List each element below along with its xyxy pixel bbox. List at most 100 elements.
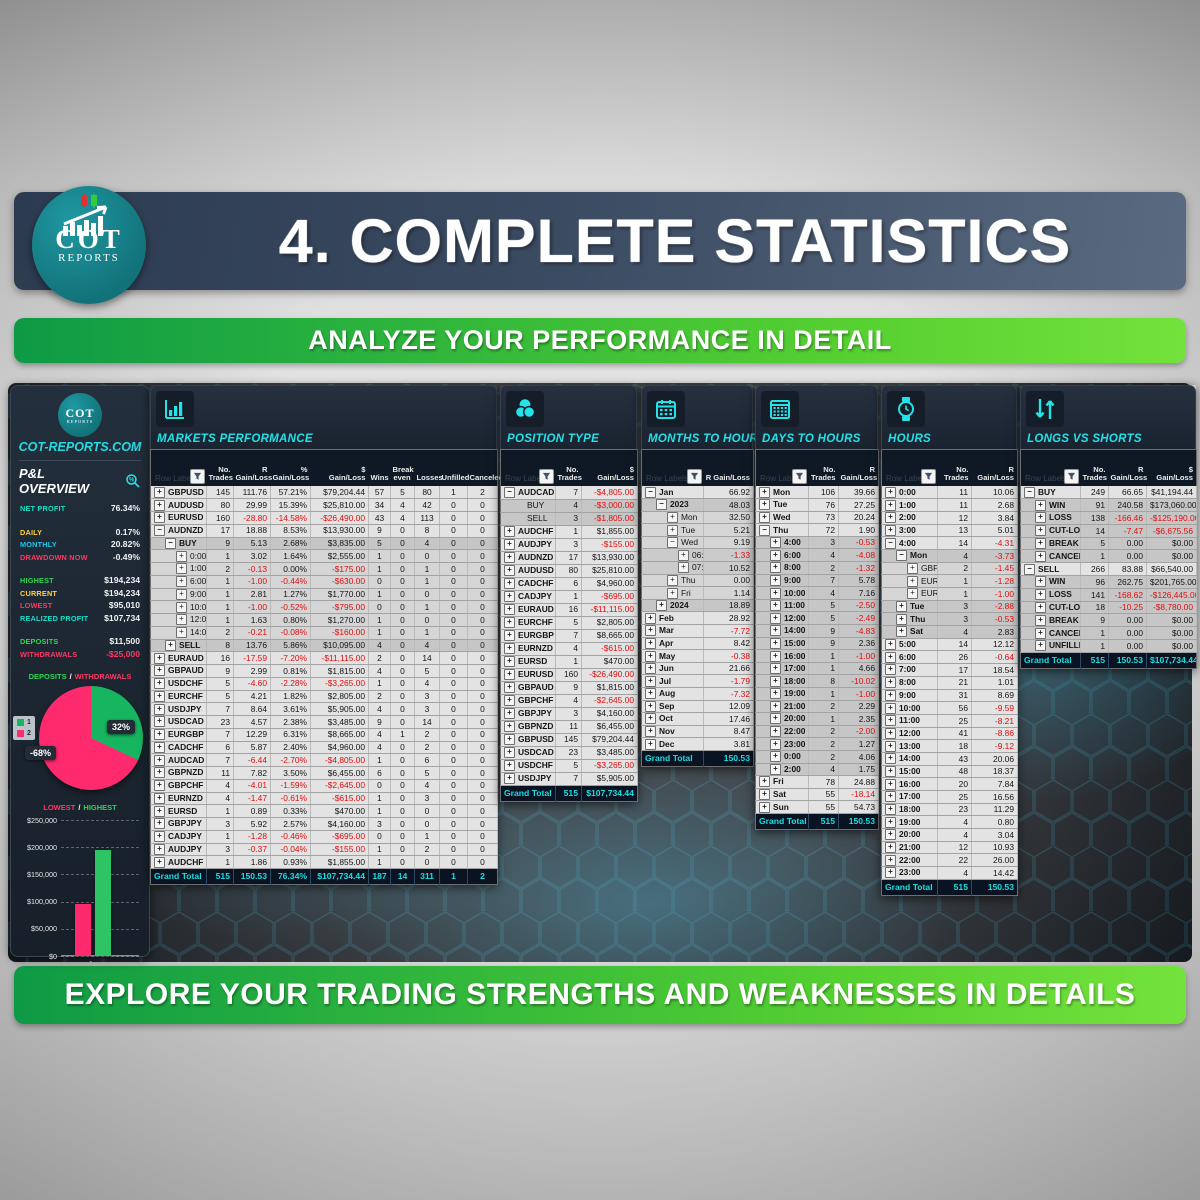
toggle-button[interactable]: + <box>154 652 165 664</box>
toggle-button[interactable]: + <box>885 689 896 701</box>
toggle-button[interactable]: + <box>154 818 165 830</box>
toggle-button[interactable]: − <box>656 499 667 511</box>
toggle-button[interactable]: + <box>1035 614 1046 626</box>
toggle-button[interactable]: + <box>885 727 896 739</box>
toggle-button[interactable]: + <box>154 716 165 728</box>
toggle-button[interactable]: + <box>759 511 770 523</box>
toggle-button[interactable]: + <box>154 856 165 868</box>
toggle-button[interactable]: − <box>504 486 515 498</box>
toggle-button[interactable]: + <box>154 741 165 753</box>
filter-icon[interactable] <box>920 469 936 484</box>
toggle-button[interactable]: + <box>1035 525 1046 537</box>
toggle-button[interactable]: + <box>770 688 781 700</box>
toggle-button[interactable]: + <box>154 665 165 677</box>
toggle-button[interactable]: + <box>885 842 896 853</box>
toggle-button[interactable]: + <box>896 601 907 612</box>
toggle-button[interactable]: + <box>176 576 187 588</box>
toggle-button[interactable]: + <box>667 524 678 536</box>
toggle-button[interactable]: + <box>667 587 678 599</box>
toggle-button[interactable]: + <box>645 625 656 637</box>
toggle-button[interactable]: + <box>759 789 770 800</box>
filter-icon[interactable] <box>538 469 554 484</box>
toggle-button[interactable]: + <box>770 675 781 687</box>
toggle-button[interactable]: + <box>504 617 515 628</box>
toggle-button[interactable]: + <box>154 499 165 511</box>
toggle-button[interactable]: + <box>154 805 165 817</box>
toggle-button[interactable]: + <box>885 804 896 815</box>
toggle-button[interactable]: + <box>154 792 165 804</box>
toggle-button[interactable]: + <box>885 791 896 803</box>
toggle-button[interactable]: + <box>154 678 165 690</box>
toggle-button[interactable]: + <box>645 688 656 700</box>
toggle-button[interactable]: + <box>770 637 781 649</box>
toggle-button[interactable]: + <box>667 511 678 523</box>
toggle-button[interactable]: + <box>885 486 896 498</box>
toggle-button[interactable]: + <box>176 601 187 613</box>
toggle-button[interactable]: + <box>645 612 656 624</box>
toggle-button[interactable]: − <box>1024 486 1035 498</box>
toggle-button[interactable]: − <box>885 537 896 549</box>
toggle-button[interactable]: + <box>176 627 187 639</box>
toggle-button[interactable]: + <box>885 499 896 511</box>
toggle-button[interactable]: + <box>645 713 656 725</box>
toggle-button[interactable]: + <box>504 721 515 732</box>
toggle-button[interactable]: + <box>770 574 781 586</box>
toggle-button[interactable]: + <box>504 630 515 641</box>
toggle-button[interactable]: + <box>885 639 896 650</box>
toggle-button[interactable]: + <box>885 677 896 689</box>
toggle-button[interactable]: + <box>885 512 896 524</box>
toggle-button[interactable]: + <box>770 726 781 737</box>
toggle-button[interactable]: + <box>154 486 165 498</box>
toggle-button[interactable]: + <box>770 763 781 775</box>
toggle-button[interactable]: + <box>770 713 781 725</box>
toggle-button[interactable]: + <box>504 604 515 615</box>
toggle-button[interactable]: + <box>154 767 165 779</box>
toggle-button[interactable]: + <box>1035 602 1046 613</box>
toggle-button[interactable]: + <box>885 753 896 765</box>
toggle-button[interactable]: + <box>759 801 770 813</box>
toggle-button[interactable]: + <box>678 562 689 574</box>
site-link[interactable]: COT-REPORTS.COM <box>18 440 142 454</box>
toggle-button[interactable]: + <box>165 639 176 651</box>
toggle-button[interactable]: + <box>504 656 515 667</box>
filter-icon[interactable] <box>791 469 807 484</box>
toggle-button[interactable]: + <box>885 715 896 727</box>
toggle-button[interactable]: + <box>885 867 896 879</box>
toggle-button[interactable]: − <box>165 537 176 549</box>
toggle-button[interactable]: + <box>645 726 656 737</box>
toggle-button[interactable]: + <box>1035 538 1046 549</box>
toggle-button[interactable]: + <box>770 663 781 674</box>
toggle-button[interactable]: + <box>885 778 896 790</box>
toggle-button[interactable]: + <box>770 600 781 611</box>
toggle-button[interactable]: + <box>504 734 515 745</box>
toggle-button[interactable]: + <box>504 565 515 576</box>
toggle-button[interactable]: + <box>907 588 918 600</box>
toggle-button[interactable]: + <box>885 524 896 536</box>
toggle-button[interactable]: + <box>759 776 770 788</box>
toggle-button[interactable]: + <box>885 651 896 663</box>
toggle-button[interactable]: + <box>770 650 781 662</box>
toggle-button[interactable]: + <box>770 587 781 599</box>
toggle-button[interactable]: + <box>667 574 678 586</box>
toggle-button[interactable]: − <box>759 524 770 536</box>
toggle-button[interactable]: + <box>1035 576 1046 588</box>
toggle-button[interactable]: + <box>907 562 918 574</box>
toggle-button[interactable]: + <box>154 729 165 741</box>
toggle-button[interactable]: + <box>504 747 515 758</box>
toggle-button[interactable]: + <box>759 499 770 511</box>
toggle-button[interactable]: + <box>504 526 515 537</box>
toggle-button[interactable]: + <box>770 549 781 561</box>
toggle-button[interactable]: + <box>154 754 165 766</box>
toggle-button[interactable]: + <box>645 738 656 750</box>
toggle-button[interactable]: + <box>645 650 656 662</box>
toggle-button[interactable]: + <box>770 700 781 712</box>
toggle-button[interactable]: + <box>1035 550 1046 562</box>
toggle-button[interactable]: + <box>176 614 187 626</box>
toggle-button[interactable]: − <box>154 525 165 537</box>
toggle-button[interactable]: + <box>504 669 515 680</box>
toggle-button[interactable]: + <box>504 643 515 654</box>
toggle-button[interactable]: + <box>656 600 667 611</box>
toggle-button[interactable]: + <box>1035 499 1046 511</box>
toggle-button[interactable]: + <box>504 591 515 602</box>
toggle-button[interactable]: + <box>907 575 918 587</box>
